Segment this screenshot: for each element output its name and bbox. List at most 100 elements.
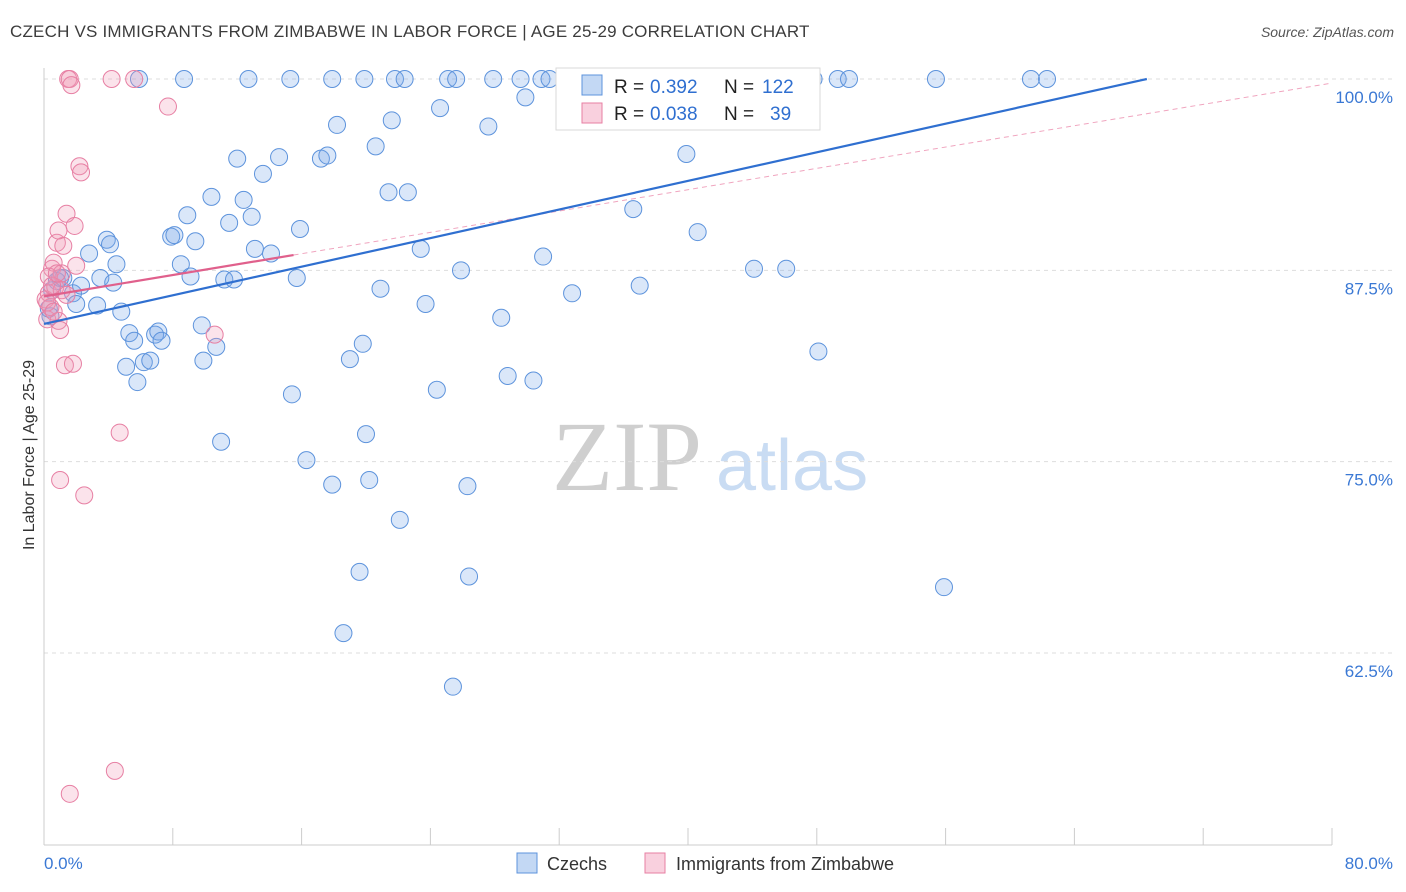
czechs-point: [355, 70, 374, 88]
czechs-point: [88, 296, 107, 315]
gridlines: [44, 78, 1392, 654]
zimbabwe-point: [110, 423, 129, 442]
zimbabwe-point: [205, 325, 224, 344]
czechs-point: [128, 373, 147, 392]
czechs-point: [242, 207, 261, 226]
czechs-point: [427, 380, 446, 399]
czechs-point: [447, 70, 466, 88]
czechs-point: [382, 111, 401, 130]
zimbabwe-point: [60, 70, 79, 88]
watermark-atlas: atlas: [716, 426, 868, 506]
czechs-point: [484, 70, 503, 88]
czechs-point: [451, 261, 470, 280]
stats-n-value-zimbabwe: 39: [770, 104, 791, 125]
czechs-point: [67, 295, 86, 314]
czechs-point: [688, 223, 707, 242]
czechs-point: [101, 235, 120, 254]
zimbabwe-point: [38, 293, 57, 312]
watermark: ZIP atlas: [552, 401, 868, 512]
czechs-point: [350, 562, 369, 581]
x-tick-label-max: 80.0%: [1345, 854, 1393, 873]
czechs-point: [162, 227, 181, 246]
zimbabwe-point: [51, 321, 70, 340]
zimbabwe-trend-extension: [293, 82, 1333, 256]
zimbabwe-point: [57, 285, 76, 304]
zimbabwe-point: [125, 70, 144, 88]
czechs-point: [117, 357, 136, 376]
czechs-point: [840, 70, 858, 88]
czechs-point: [192, 316, 211, 335]
czechs-point: [125, 331, 144, 350]
czechs-point: [443, 677, 462, 696]
czechs-point: [390, 510, 409, 529]
y-tick-label: 62.5%: [1345, 662, 1393, 681]
zimbabwe-point: [44, 302, 63, 321]
czechs-point: [318, 146, 337, 165]
x-tick-label-min: 0.0%: [44, 854, 83, 873]
czechs-point: [340, 350, 359, 369]
czechs-point: [175, 70, 194, 88]
czechs-point: [745, 259, 764, 278]
czechs-point: [107, 255, 126, 274]
legend: Czechs Immigrants from Zimbabwe: [516, 852, 894, 874]
zimbabwe-point: [70, 157, 89, 176]
stats-r-value-zimbabwe: 0.038: [650, 104, 698, 125]
czechs-point: [334, 624, 353, 643]
czechs-point: [1021, 70, 1040, 88]
czechs-point: [80, 244, 99, 263]
czechs-point: [239, 70, 258, 88]
y-tick-label: 100.0%: [1335, 88, 1393, 107]
stats-r-value-czechs: 0.392: [650, 77, 698, 98]
czechs-point: [328, 115, 347, 134]
czechs-point: [498, 366, 517, 385]
zimbabwe-point: [105, 761, 124, 780]
czechs-point: [353, 334, 372, 353]
zimbabwe-point: [51, 471, 70, 490]
czechs-point: [134, 353, 153, 372]
czechs-point: [398, 183, 417, 202]
stats-box: R = 0.392 N = 122 R = 0.038 N = 39: [555, 67, 821, 131]
czechs-point: [411, 239, 430, 258]
y-tick-labels: 62.5% 75.0% 87.5% 100.0%: [1335, 88, 1393, 681]
stats-n-label-czechs: N =: [724, 77, 754, 98]
czechs-point: [194, 351, 213, 370]
y-tick-label: 75.0%: [1345, 471, 1393, 490]
czechs-point: [220, 213, 239, 232]
y-tick-label: 87.5%: [1345, 279, 1393, 298]
czechs-point: [479, 117, 498, 136]
y-axis-label: In Labor Force | Age 25-29: [21, 360, 38, 550]
czechs-point: [677, 145, 696, 164]
stats-swatch-zimbabwe: [581, 102, 603, 124]
czechs-point: [281, 70, 300, 88]
czechs-point: [245, 239, 264, 258]
czechs-point: [516, 88, 535, 107]
zimbabwe-point: [65, 216, 84, 235]
zimbabwe-point: [62, 76, 81, 95]
czechs-point: [323, 70, 342, 88]
czechs-point: [460, 567, 479, 586]
chart-title: CZECH VS IMMIGRANTS FROM ZIMBABWE IN LAB…: [10, 22, 810, 41]
czechs-point: [777, 259, 796, 278]
legend-swatch-czechs: [516, 852, 538, 874]
czechs-point: [186, 232, 205, 251]
stats-n-label-zimbabwe: N =: [724, 104, 754, 125]
czechs-point: [431, 99, 450, 118]
zimbabwe-point: [75, 486, 94, 505]
legend-label-zimbabwe: Immigrants from Zimbabwe: [676, 854, 894, 874]
zimbabwe-point: [60, 784, 79, 803]
zimbabwe-point: [158, 97, 177, 116]
czechs-point: [934, 578, 953, 597]
czechs-point: [357, 425, 375, 444]
czechs-point: [926, 70, 945, 88]
legend-swatch-zimbabwe: [644, 852, 666, 874]
czechs-point: [297, 451, 316, 470]
zimbabwe-point: [67, 256, 86, 275]
zimbabwe-point: [102, 70, 121, 88]
czechs-point: [458, 477, 477, 496]
source-label: Source: ZipAtlas.com: [1260, 24, 1394, 40]
legend-label-czechs: Czechs: [547, 854, 607, 874]
czechs-point: [287, 268, 306, 287]
zimbabwe-trend-line: [43, 253, 294, 298]
czechs-point: [323, 475, 342, 494]
